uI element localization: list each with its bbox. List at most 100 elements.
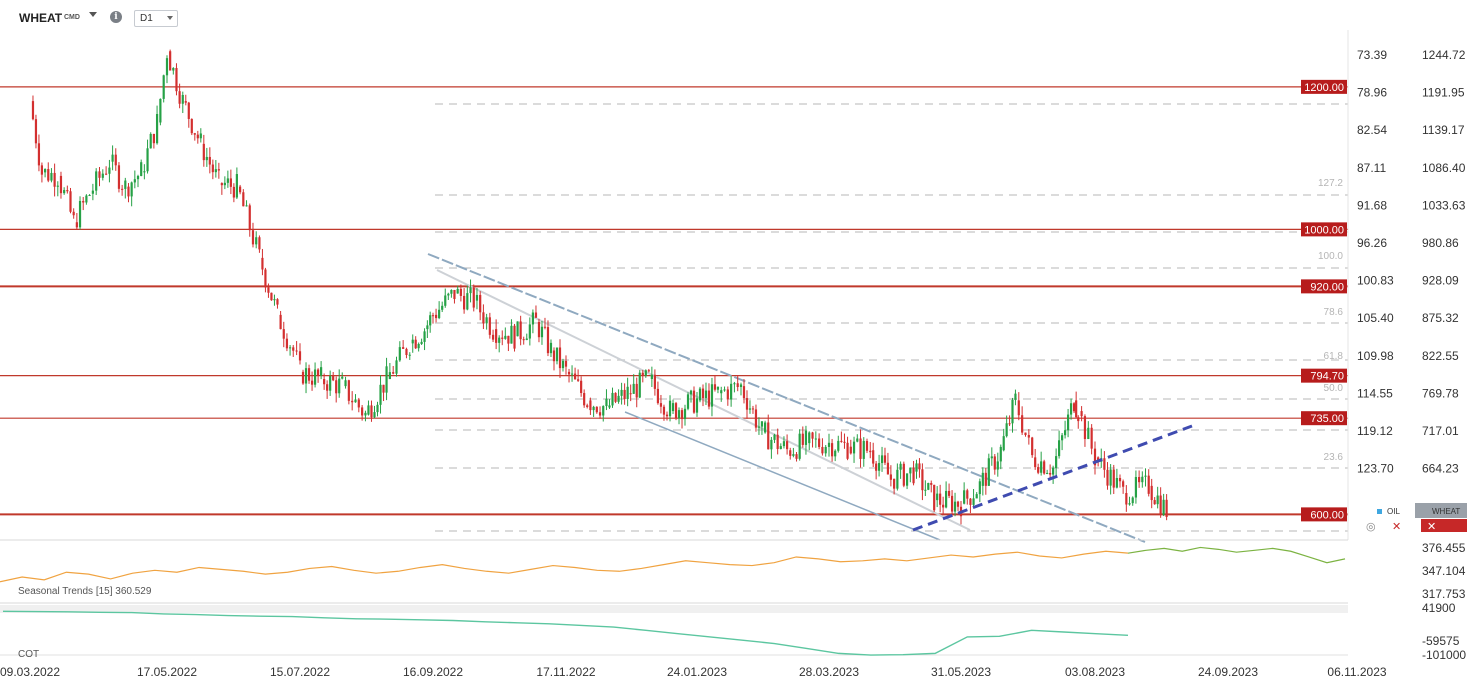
candle-body [869, 450, 872, 453]
candle-body [930, 483, 933, 485]
candle-body [420, 341, 423, 344]
candle-body [398, 347, 401, 361]
candle-body [742, 386, 746, 399]
candle-body [217, 169, 220, 171]
candle-body [889, 474, 892, 480]
candle-body [239, 186, 242, 193]
candle-body [947, 490, 951, 496]
candle-body [856, 438, 859, 442]
candle-body [338, 378, 341, 394]
chevron-down-icon[interactable] [89, 12, 97, 17]
candle-body [136, 176, 140, 180]
info-icon[interactable]: i [110, 11, 122, 23]
candle-body [763, 422, 767, 433]
candle-body [969, 498, 972, 505]
cot-tick-label: -59575 [1422, 634, 1460, 648]
candle-body [1159, 495, 1162, 515]
rising-trendline [912, 424, 1193, 532]
date-tick-label: 28.03.2023 [799, 665, 859, 679]
candle-body [875, 463, 878, 471]
candle-body [564, 360, 568, 367]
candle-body [1150, 485, 1153, 501]
candle-body [710, 384, 714, 407]
candle-body [589, 400, 592, 411]
candle-body [332, 375, 335, 381]
oil-tick-label: 114.55 [1357, 386, 1393, 400]
candle-body [133, 179, 136, 183]
candle-body [98, 171, 101, 178]
oil-legend-label: OIL [1387, 507, 1400, 516]
candle-body [716, 386, 720, 390]
candle-body [292, 347, 295, 351]
candle-body [611, 392, 614, 406]
candle-body [208, 156, 211, 165]
channel-lower-line [624, 411, 941, 541]
candle-body [525, 338, 528, 340]
candle-body [644, 370, 647, 376]
candle-body [146, 148, 149, 172]
seasonal-projection-line [1127, 546, 1346, 564]
oil-tick-label: 87.11 [1357, 161, 1386, 175]
candle-body [152, 133, 155, 144]
candle-body [357, 399, 360, 408]
candle-body [504, 335, 507, 339]
candle-body [927, 483, 930, 490]
candle-body [431, 315, 435, 317]
level-badge [1301, 222, 1347, 237]
candle-body [405, 348, 408, 355]
candle-body [534, 312, 538, 318]
candle-body [190, 118, 193, 134]
current-price-badge [1421, 519, 1467, 532]
seasonal-tick-label: 317.753 [1422, 587, 1466, 601]
candle-body [282, 329, 285, 339]
candle-body [1144, 475, 1147, 477]
oil-legend-swatch [1377, 509, 1382, 514]
date-tick-label: 31.05.2023 [931, 665, 991, 679]
candle-body [843, 441, 846, 443]
candle-body [583, 393, 586, 406]
price-channel [427, 253, 1146, 543]
candle-body [1034, 457, 1037, 468]
candle-body [814, 438, 817, 440]
candle-body [121, 188, 124, 190]
timeframe-select[interactable]: D1 [134, 10, 178, 27]
candle-body [130, 182, 133, 197]
candle-body [255, 237, 258, 245]
candle-body [1027, 435, 1030, 438]
level-badge-label: 735.00 [1310, 413, 1344, 425]
candle-body [323, 378, 326, 385]
candle-body [770, 439, 773, 450]
candle-body [50, 172, 53, 181]
candle-body [1112, 469, 1115, 488]
candle-body [498, 337, 501, 343]
candle-body [824, 446, 827, 454]
candle-body [760, 421, 764, 427]
candle-body [53, 172, 56, 187]
candle-body [528, 324, 531, 339]
level-badge-label: 600.00 [1310, 509, 1344, 521]
candle-body [1131, 497, 1134, 504]
timeframe-label: D1 [140, 13, 153, 24]
candle-body [124, 180, 127, 189]
candle-body [1118, 477, 1122, 482]
symbol-name[interactable]: WHEAT [19, 11, 63, 25]
candle-body [567, 371, 571, 375]
candle-body [1109, 469, 1112, 486]
candle-body [1002, 436, 1005, 451]
candle-body [695, 398, 699, 413]
candle-body [662, 406, 666, 415]
date-tick-label: 16.09.2022 [403, 665, 463, 679]
price-tick-label: 980.86 [1422, 236, 1459, 250]
candle-body [849, 446, 852, 454]
candle-body [846, 442, 849, 459]
level-badge-label: 1000.00 [1304, 224, 1344, 236]
candle-body [438, 309, 441, 319]
candle-body [1077, 417, 1080, 422]
candle-body [978, 481, 981, 495]
candle-body [66, 190, 69, 192]
candle-body [193, 133, 196, 135]
candle-body [993, 456, 996, 470]
candle-body [444, 295, 447, 306]
candle-body [273, 299, 276, 301]
